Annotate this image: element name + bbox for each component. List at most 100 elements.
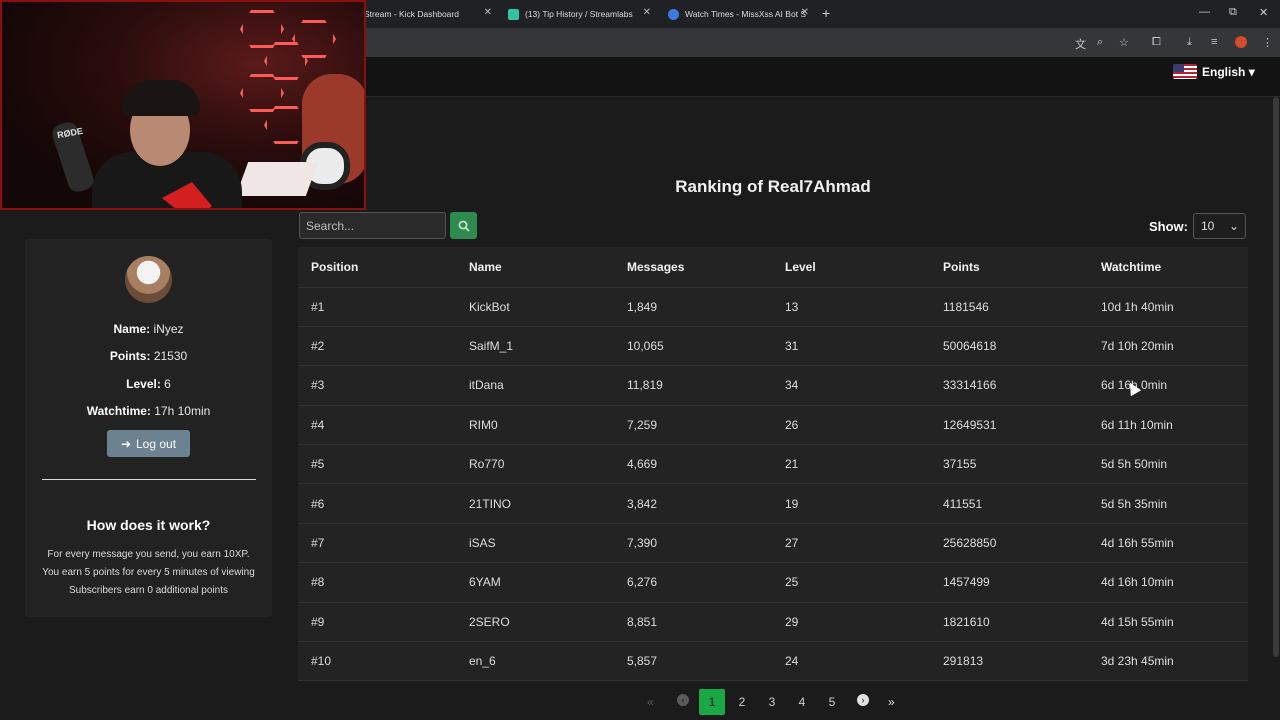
table-body: #1 KickBot 1,849 13 1181546 10d 1h 40min #2 Sai… — [298, 287, 1248, 682]
cell-position: #1 — [298, 287, 456, 327]
cell-messages: 11,819 — [614, 365, 772, 406]
download-icon[interactable]: ⤓ — [1187, 36, 1192, 48]
close-icon[interactable]: ✕ — [483, 7, 492, 18]
cell-messages: 8,851 — [614, 602, 772, 643]
cell-watchtime: 5d 5h 35min — [1088, 483, 1248, 524]
page-button[interactable]: 2 — [738, 695, 746, 709]
scrollbar[interactable] — [1273, 97, 1279, 657]
profile-icon[interactable] — [1235, 36, 1247, 48]
column-header-messages[interactable]: Messages — [614, 247, 772, 288]
page-title: Ranking of Real7Ahmad — [675, 177, 871, 196]
cell-name: itDana — [456, 365, 614, 406]
search-input[interactable] — [299, 212, 446, 239]
browser-tab[interactable]: Watch Times - MissXss AI Bot S ✕ — [668, 3, 811, 25]
table-row: #8 6YAM 6,276 25 1457499 4d 16h 10min — [298, 562, 1248, 603]
first-page-icon[interactable]: « — [647, 695, 654, 709]
neon-hexagon — [264, 42, 308, 80]
table-row: #5 Ro770 4,669 21 37155 5d 5h 50min — [298, 444, 1248, 485]
column-header-points[interactable]: Points — [930, 247, 1088, 288]
media-icon[interactable]: ≡ — [1211, 36, 1218, 48]
cell-points: 1181546 — [930, 287, 1088, 327]
browser-tab[interactable]: Stream - Kick Dashboard ✕ — [364, 3, 494, 25]
column-header-level[interactable]: Level — [772, 247, 930, 288]
cell-watchtime: 4d 15h 55min — [1088, 602, 1248, 643]
menu-icon[interactable]: ⋮ — [1262, 37, 1273, 49]
cell-name: SaifM_1 — [456, 326, 614, 367]
cell-messages: 7,259 — [614, 405, 772, 446]
profile-name-label: Name: — [113, 322, 151, 336]
star-icon[interactable]: ☆ — [1119, 37, 1129, 49]
close-icon[interactable]: ✕ — [800, 7, 809, 18]
how-it-works-line: You earn 5 points for every 5 minutes of… — [42, 567, 255, 578]
close-icon[interactable]: ✕ — [642, 7, 651, 18]
page-button[interactable]: 3 — [768, 695, 776, 709]
cell-messages: 4,669 — [614, 444, 772, 485]
cell-messages: 3,842 — [614, 483, 772, 524]
translate-icon[interactable]: 文 — [1075, 39, 1086, 51]
avatar — [125, 256, 172, 303]
page-size-select[interactable]: 10 ⌄ — [1193, 213, 1246, 239]
cell-position: #3 — [298, 365, 456, 406]
cell-name: RIM0 — [456, 405, 614, 446]
column-header-name[interactable]: Name — [456, 247, 614, 288]
logout-icon: ➜ — [120, 436, 131, 451]
profile-watchtime: Watchtime: 17h 10min — [25, 404, 272, 418]
column-header-position[interactable]: Position — [298, 247, 456, 288]
zoom-icon[interactable]: ⌕ — [1097, 36, 1104, 48]
page-button[interactable]: 4 — [798, 695, 806, 709]
chevron-down-icon: ▾ — [1248, 65, 1255, 79]
how-it-works-title: How does it work? — [86, 517, 211, 533]
table-row: #1 KickBot 1,849 13 1181546 10d 1h 40min — [298, 287, 1248, 327]
search-button[interactable] — [450, 212, 477, 239]
browser-tab[interactable]: (13) Tip History / Streamlabs ✕ — [508, 3, 653, 25]
next-page-icon[interactable]: › — [857, 694, 869, 706]
divider — [42, 479, 256, 480]
extensions-icon[interactable]: ⧠ — [1152, 36, 1161, 48]
prev-page-icon[interactable]: ‹ — [677, 694, 689, 706]
cell-watchtime: 5d 5h 50min — [1088, 444, 1248, 485]
column-header-watchtime[interactable]: Watchtime — [1088, 247, 1248, 288]
profile-level-label: Level: — [126, 377, 161, 391]
cell-level: 24 — [772, 641, 930, 682]
cell-name: iSAS — [456, 523, 614, 564]
logout-button[interactable]: ➜ Log out — [107, 430, 190, 457]
page-button[interactable]: 5 — [828, 695, 836, 709]
globe-icon — [668, 8, 679, 20]
window-close-icon[interactable]: ✕ — [1259, 7, 1269, 19]
search-icon — [458, 220, 470, 232]
minimize-icon[interactable]: — — [1199, 6, 1210, 18]
cell-level: 13 — [772, 287, 930, 327]
cell-points: 12649531 — [930, 405, 1088, 446]
cell-messages: 10,065 — [614, 326, 772, 367]
streamlabs-icon — [508, 8, 519, 20]
cell-name: KickBot — [456, 287, 614, 327]
table-row: #2 SaifM_1 10,065 31 50064618 7d 10h 20min — [298, 326, 1248, 367]
page-button-active[interactable]: 1 — [699, 689, 725, 715]
cell-watchtime: 7d 10h 20min — [1088, 326, 1248, 367]
profile-watchtime-label: Watchtime: — [86, 404, 151, 418]
table-header-row: Position Name Messages Level Points Watc… — [298, 247, 1248, 288]
tab-title: (13) Tip History / Streamlabs — [525, 9, 633, 19]
cell-watchtime: 6d 11h 10min — [1088, 405, 1248, 446]
page-list: 2 3 4 5 — [729, 690, 845, 714]
language-selector[interactable]: English ▾ — [1202, 65, 1255, 79]
new-tab-icon[interactable]: + — [822, 5, 831, 21]
last-page-icon[interactable]: » — [888, 695, 895, 709]
cell-watchtime: 10d 1h 40min — [1088, 287, 1248, 327]
cell-points: 291813 — [930, 641, 1088, 682]
restore-icon[interactable]: ⧉ — [1229, 6, 1237, 18]
profile-name: Name: iNyez — [25, 322, 272, 336]
cell-watchtime: 6d 16h 0min — [1088, 365, 1248, 406]
table-row: #3 itDana 11,819 34 33314166 6d 16h 0min — [298, 365, 1248, 406]
chevron-down-icon: ⌄ — [1228, 219, 1239, 233]
cell-position: #8 — [298, 562, 456, 603]
cell-name: 2SERO — [456, 602, 614, 643]
cell-name: Ro770 — [456, 444, 614, 485]
cell-level: 21 — [772, 444, 930, 485]
cell-position: #6 — [298, 483, 456, 524]
cell-messages: 5,857 — [614, 641, 772, 682]
profile-points-label: Points: — [109, 349, 151, 363]
how-it-works-line: Subscribers earn 0 additional points — [69, 585, 228, 596]
us-flag-icon[interactable] — [1173, 64, 1197, 79]
cell-watchtime: 4d 16h 55min — [1088, 523, 1248, 564]
